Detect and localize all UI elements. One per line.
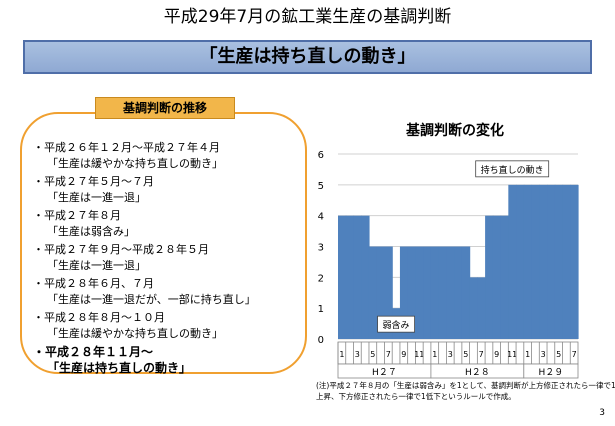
month-tick-label: 5 [370, 350, 375, 359]
history-period: ・平成２７年５月～７月 [33, 175, 154, 188]
annotation-label: 弱含み [383, 319, 410, 331]
annotation-box [377, 315, 415, 333]
history-judgment: 「生産は一進一退」 [47, 258, 146, 272]
history-judgment: 「生産は持ち直しの動き」 [47, 361, 192, 375]
month-bar [554, 184, 564, 339]
history-period: ・平成２７年８月 [33, 209, 121, 222]
history-judgment: 「生産は緩やかな持ち直しの動き」 [47, 326, 223, 340]
y-tick-label: 0 [318, 335, 324, 346]
month-bar [469, 277, 478, 339]
month-bar [516, 184, 525, 339]
y-tick-label: 1 [318, 304, 324, 315]
month-bar [485, 215, 494, 339]
month-bar [423, 246, 432, 339]
year-label: H２９ [539, 368, 564, 378]
month-tick-label: 7 [386, 350, 391, 359]
month-tick-label: 7 [479, 350, 484, 359]
chart-note: (注)平成２７年８月の「生産は弱含み」を1として、基調判断が上方修正されたら一律… [316, 381, 615, 401]
history-entry: ・平成２７年８月「生産は弱含み」 [33, 208, 303, 239]
month-bar [531, 184, 540, 339]
month-tick-label: 3 [448, 350, 453, 359]
month-bar [438, 246, 447, 339]
history-header: 基調判断の推移 [95, 97, 235, 119]
history-judgment: 「生産は一進一退だが、一部に持ち直し」 [47, 292, 256, 306]
history-entry: ・平成２８年６月、７月「生産は一進一退だが、一部に持ち直し」 [33, 276, 303, 307]
month-tick-label: 11 [507, 350, 517, 359]
month-bar [500, 215, 509, 339]
y-tick-label: 6 [318, 150, 324, 161]
history-entry: ・平成２８年１１月～ 「生産は持ち直しの動き」 [33, 344, 303, 376]
month-bar [570, 184, 579, 339]
year-label: H２８ [465, 368, 490, 378]
annotation-box [475, 160, 550, 178]
month-bar [539, 184, 548, 339]
month-tick-label: 3 [541, 350, 546, 359]
history-entry: ・平成２８年８月～１０月「生産は緩やかな持ち直しの動き」 [33, 310, 303, 341]
month-tick-label: 9 [494, 350, 499, 359]
month-bar [547, 184, 556, 339]
month-bar [368, 246, 378, 339]
page-title: 平成29年7月の鉱工業生産の基調判断 [163, 7, 452, 27]
month-tick-label: 9 [401, 350, 406, 359]
month-tick-label: 7 [572, 350, 577, 359]
page-number: 3 [599, 408, 605, 418]
history-judgment: 「生産は弱含み」 [47, 224, 135, 238]
month-bar [446, 246, 455, 339]
year-label: H２７ [372, 368, 397, 378]
month-tick-label: 5 [556, 350, 561, 359]
history-period: ・平成２７年９月～平成２８年５月 [33, 243, 209, 256]
month-bar [338, 215, 347, 339]
history-period: ・平成２８年６月、７月 [33, 277, 154, 290]
chart-title: 基調判断の変化 [406, 123, 504, 139]
month-bar [353, 215, 362, 339]
month-tick-label: 3 [355, 350, 360, 359]
month-bar [523, 184, 533, 339]
annotation-label: 持ち直しの動き [481, 164, 544, 176]
y-tick-label: 2 [318, 273, 324, 284]
month-bar [399, 246, 409, 339]
month-bar [508, 184, 517, 339]
month-tick-label: 1 [432, 350, 437, 359]
month-tick-label: 1 [525, 350, 530, 359]
month-bar [492, 215, 502, 339]
month-bar [345, 215, 355, 339]
history-entry: ・平成２６年１２月～平成２７年４月「生産は緩やかな持ち直しの動き」 [33, 140, 303, 171]
history-panel [20, 112, 307, 374]
month-bar [562, 184, 571, 339]
history-period: ・平成２６年１２月～平成２７年４月 [33, 141, 220, 154]
month-tick-label: 1 [339, 350, 344, 359]
history-entry: ・平成２７年９月～平成２８年５月「生産は一進一退」 [33, 242, 303, 273]
history-period: ・平成２８年１１月～ [33, 345, 154, 359]
history-judgment: 「生産は一進一退」 [47, 190, 146, 204]
month-bar [361, 215, 370, 339]
y-tick-label: 5 [318, 181, 324, 192]
month-bar [415, 246, 424, 339]
judgment-banner: 「生産は持ち直しの動き」 [23, 40, 592, 74]
month-bar [461, 246, 471, 339]
month-bar [477, 277, 486, 339]
history-judgment: 「生産は緩やかな持ち直しの動き」 [47, 156, 223, 170]
y-tick-label: 4 [318, 212, 324, 223]
history-entry: ・平成２７年５月～７月 「生産は一進一退」 [33, 174, 303, 205]
month-bar [430, 246, 440, 339]
month-bar [454, 246, 463, 339]
month-bar [407, 246, 417, 339]
month-tick-label: 11 [414, 350, 424, 359]
month-bar [384, 246, 393, 339]
y-tick-label: 3 [318, 243, 324, 254]
year-cell [523, 363, 579, 379]
month-bar [376, 246, 386, 339]
history-period: ・平成２８年８月～１０月 [33, 311, 165, 324]
history-list: ・平成２６年１２月～平成２７年４月 「生産は緩やかな持ち直しの動き」 ・平成２７年５… [33, 140, 303, 379]
month-tick-label: 5 [463, 350, 468, 359]
